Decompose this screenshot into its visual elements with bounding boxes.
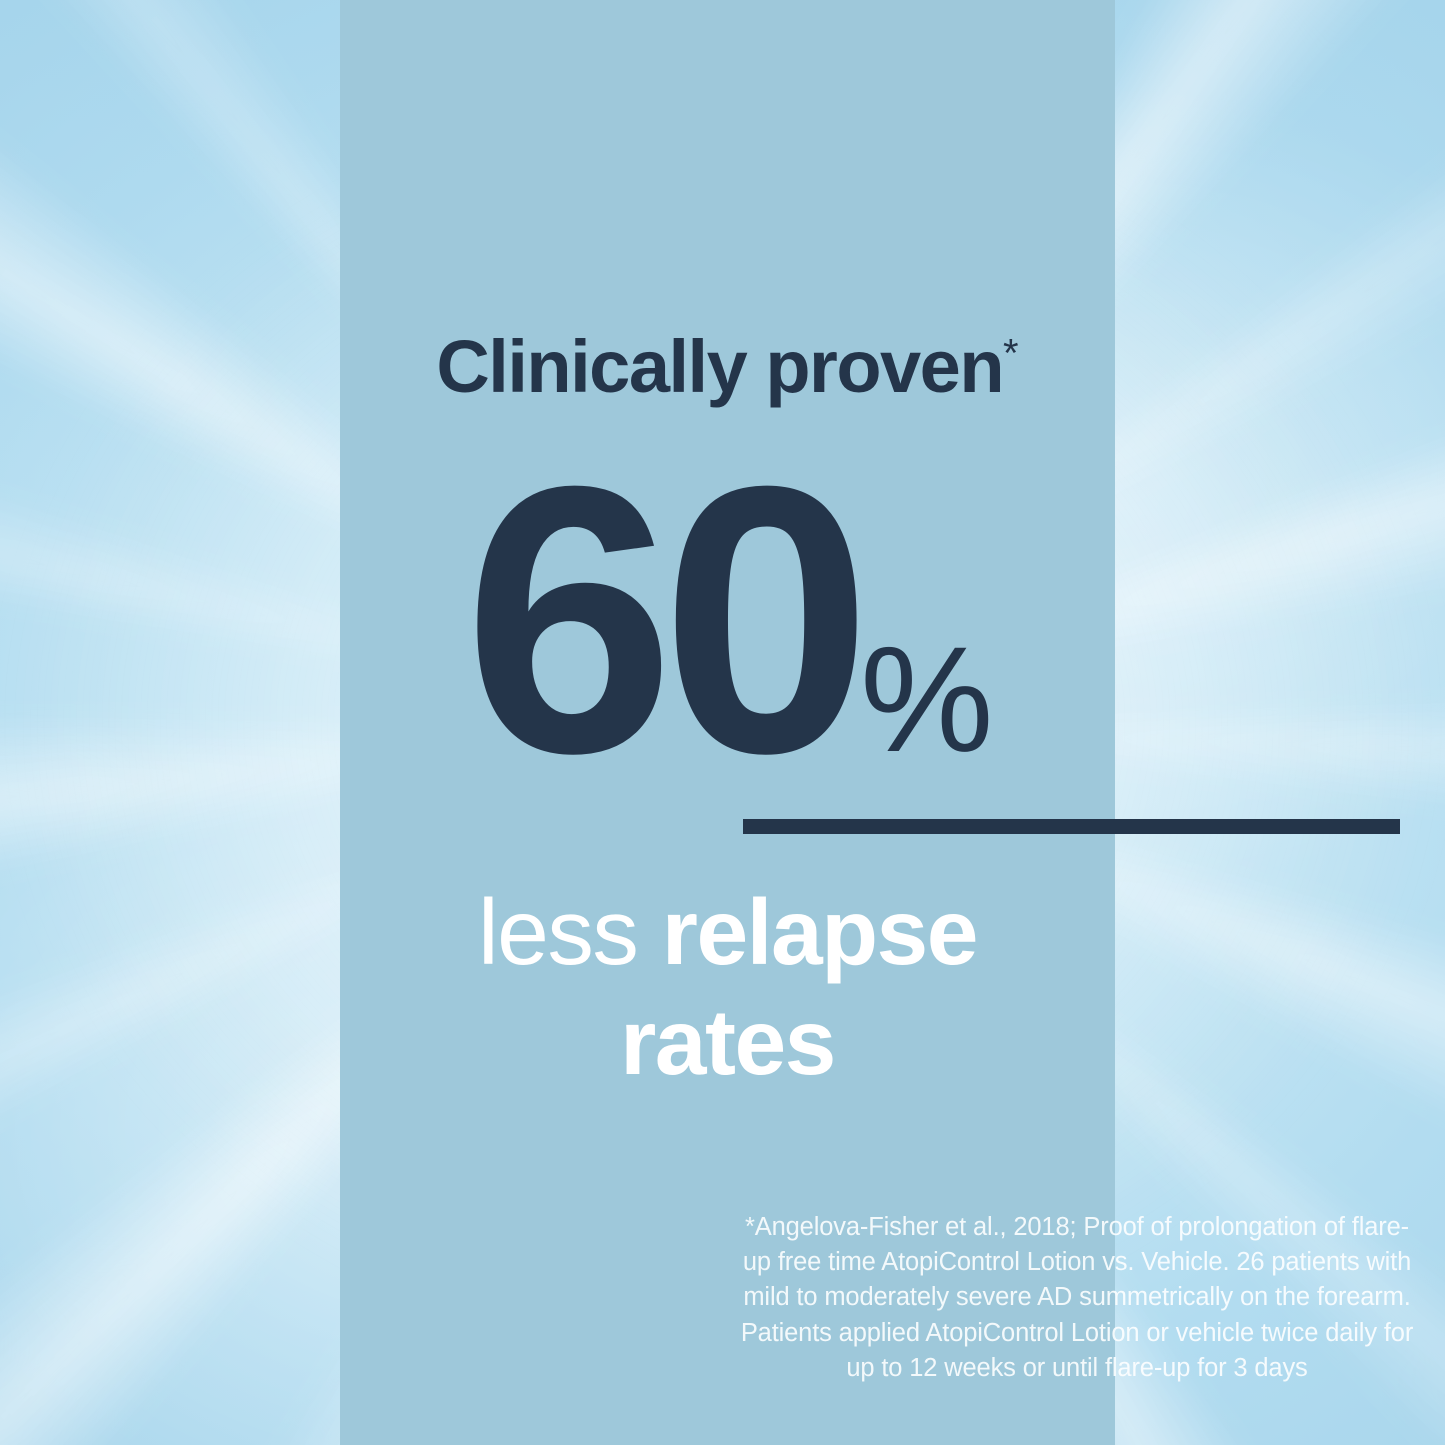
statistic-value: 60 [463,407,872,832]
subheadline-line-2: rates [340,988,1115,1098]
subheadline-word-rates: rates [620,989,836,1094]
footnote-text: *Angelova-Fisher et al., 2018; Proof of … [740,1213,1414,1382]
headline-footnote-marker: * [1003,331,1019,376]
statistic: 60% [340,430,1115,810]
subheadline: less relapse rates [340,878,1115,1097]
headline: Clinically proven* [340,330,1115,404]
divider-rule [743,819,1400,834]
subheadline-word-relapse: relapse [661,880,979,984]
headline-text: Clinically proven [436,325,1004,408]
center-panel: Clinically proven* 60% less relapse rate… [340,0,1413,1445]
subheadline-word-less: less [478,880,639,984]
subheadline-line-1: less relapse [340,878,1115,988]
panel-content: Clinically proven* 60% less relapse rate… [340,0,1413,1445]
statistic-unit: % [860,615,993,783]
